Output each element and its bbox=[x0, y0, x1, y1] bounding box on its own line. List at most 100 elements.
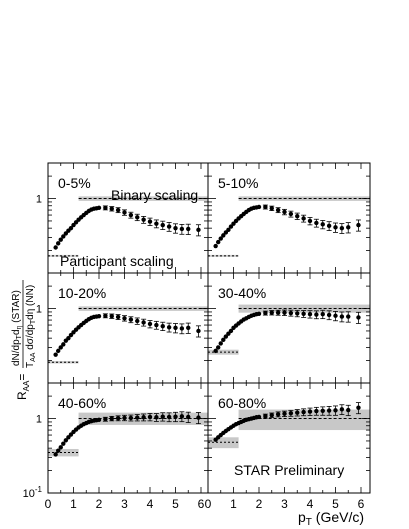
y-num-mid: d bbox=[11, 329, 22, 335]
data-point bbox=[221, 233, 226, 238]
data-point bbox=[263, 204, 268, 210]
data-point bbox=[103, 416, 108, 422]
data-point bbox=[196, 328, 201, 334]
data-point bbox=[56, 448, 61, 453]
data-point bbox=[166, 414, 172, 420]
x-tick-label: 6 bbox=[198, 497, 205, 511]
participant-band bbox=[48, 448, 79, 457]
data-point bbox=[122, 316, 127, 321]
data-point bbox=[53, 352, 58, 357]
x-tick-label: 6 bbox=[358, 497, 365, 511]
x-tick-label: 3 bbox=[121, 497, 128, 511]
panel-label: 10-20% bbox=[58, 285, 106, 301]
participant-scaling-label: Participant scaling bbox=[60, 253, 174, 269]
panel-label: 5-10% bbox=[218, 175, 258, 191]
data-point bbox=[314, 408, 319, 414]
data-point bbox=[141, 217, 146, 222]
data-point bbox=[301, 311, 306, 316]
data-point bbox=[339, 225, 345, 231]
data-point bbox=[58, 237, 63, 242]
data-point bbox=[122, 210, 127, 215]
data-point bbox=[186, 325, 191, 331]
x-tick-label: 5 bbox=[332, 497, 339, 511]
data-point bbox=[288, 211, 294, 217]
data-point bbox=[61, 441, 66, 446]
panel-label: 30-40% bbox=[218, 285, 266, 301]
data-point bbox=[256, 204, 262, 210]
y-num-sub1: T bbox=[16, 334, 23, 339]
data-point bbox=[186, 226, 191, 232]
data-point bbox=[314, 312, 319, 317]
data-point bbox=[68, 225, 74, 231]
data-point bbox=[339, 407, 345, 412]
data-point bbox=[333, 408, 338, 413]
data-point bbox=[269, 310, 274, 315]
x-axis-title-sub: T bbox=[306, 517, 312, 528]
x-tick-label: 4 bbox=[147, 497, 154, 511]
data-point bbox=[333, 313, 338, 318]
data-point bbox=[226, 227, 231, 233]
data-point bbox=[320, 222, 325, 227]
data-point bbox=[53, 245, 58, 250]
data-point bbox=[216, 239, 221, 245]
data-point bbox=[307, 409, 313, 414]
data-point bbox=[115, 207, 121, 213]
data-point bbox=[320, 408, 325, 414]
y-num-a: dN/dp bbox=[11, 339, 22, 366]
data-point bbox=[147, 321, 153, 327]
data-point bbox=[160, 323, 165, 329]
y-tick-label: 1 bbox=[36, 194, 42, 206]
data-point bbox=[147, 414, 153, 420]
data-point bbox=[179, 326, 185, 331]
data-point bbox=[109, 313, 114, 319]
panel-0: 0-5% bbox=[47, 162, 209, 274]
panels-layer: 0-5% 5-10% 10-20% 30-40% 40-60% 60-80% bbox=[47, 162, 371, 494]
binary-scaling-label: Binary scaling bbox=[111, 187, 198, 203]
x-tick-label: 4 bbox=[307, 497, 314, 511]
y-axis-lhs-r: R bbox=[15, 391, 29, 400]
data-point bbox=[282, 411, 287, 416]
x-axis-title-p: p bbox=[298, 509, 306, 525]
data-point bbox=[66, 435, 71, 440]
x-axis-title-rest: (GeV/c) bbox=[312, 509, 364, 525]
x-tick-label: 0 bbox=[45, 497, 52, 511]
x-tick-label: 5 bbox=[172, 497, 179, 511]
panel-2: 10-20% bbox=[47, 272, 209, 384]
data-point bbox=[269, 206, 274, 211]
data-point bbox=[326, 312, 332, 318]
data-point bbox=[71, 222, 76, 228]
data-point bbox=[96, 417, 102, 423]
data-point bbox=[103, 313, 108, 318]
data-point bbox=[282, 209, 287, 215]
y-den-mid2: dη bbox=[25, 309, 36, 320]
data-point bbox=[135, 318, 140, 324]
panel-frame bbox=[207, 382, 371, 494]
data-point bbox=[356, 405, 361, 410]
y-den-t: T bbox=[25, 362, 36, 368]
data-point bbox=[96, 313, 102, 319]
data-point bbox=[288, 410, 294, 416]
data-point bbox=[339, 314, 345, 319]
data-point bbox=[275, 310, 281, 315]
data-point bbox=[307, 311, 313, 317]
data-point bbox=[186, 414, 191, 420]
y-axis-numerator: dN/dpTdη (STAR) bbox=[11, 290, 23, 366]
y-den-sub2: T bbox=[30, 319, 37, 324]
y-num-rest: (STAR) bbox=[11, 290, 22, 325]
data-point bbox=[333, 225, 338, 230]
data-point bbox=[56, 241, 61, 246]
data-point bbox=[320, 311, 325, 317]
data-point bbox=[63, 438, 69, 443]
y-axis-eq: = bbox=[15, 374, 29, 381]
panel-label: 60-80% bbox=[218, 395, 266, 411]
data-point bbox=[115, 314, 121, 320]
data-point bbox=[166, 224, 172, 229]
participant-band bbox=[48, 254, 79, 257]
data-point bbox=[109, 416, 114, 421]
data-point bbox=[135, 215, 140, 220]
data-point bbox=[307, 218, 313, 224]
data-point bbox=[326, 408, 332, 413]
y-den-mid: dσ/dp bbox=[25, 324, 36, 353]
y-axis-denominator: TAA dσ/dpTdη (NN) bbox=[25, 285, 37, 368]
